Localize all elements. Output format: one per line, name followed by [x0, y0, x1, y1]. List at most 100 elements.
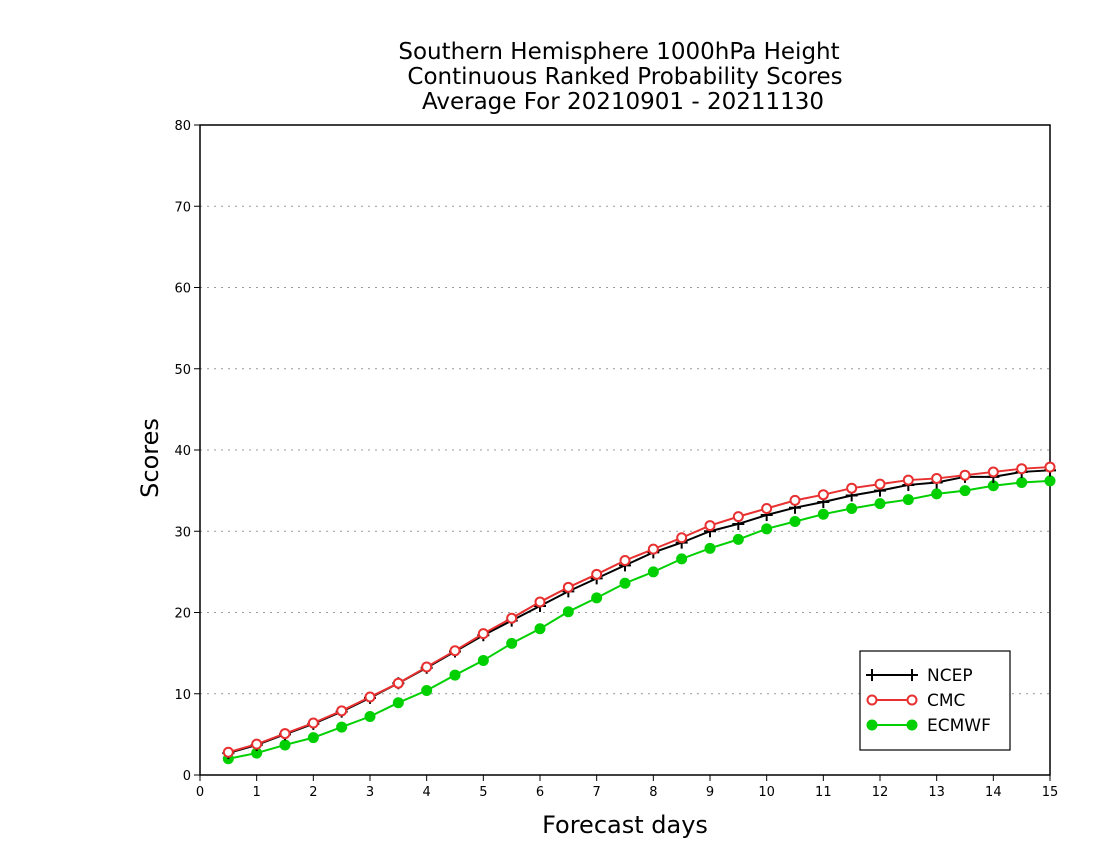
- series-ecmwf: [222, 475, 1056, 765]
- x-tick-label: 1: [253, 785, 261, 800]
- data-point: [1016, 477, 1028, 488]
- data-point: [817, 489, 829, 501]
- data-point: [562, 606, 574, 618]
- data-point: [647, 543, 659, 555]
- y-axis-title: Scores: [136, 418, 164, 498]
- data-point: [846, 503, 858, 514]
- data-point: [562, 581, 574, 593]
- data-point: [506, 612, 518, 624]
- data-point: [591, 592, 603, 604]
- data-point: [846, 482, 858, 494]
- x-tick-label: 9: [706, 785, 714, 800]
- x-tick-label: 3: [366, 785, 374, 800]
- y-tick-label: 0: [183, 769, 191, 784]
- x-tick-label: 7: [593, 785, 601, 800]
- data-point: [732, 511, 744, 523]
- y-tick-label: 10: [174, 688, 191, 703]
- data-point: [866, 669, 878, 681]
- data-point: [761, 523, 773, 535]
- data-point: [906, 719, 918, 731]
- data-point: [1044, 475, 1056, 487]
- x-axis-ticks: 0 1 2 3 4 5 6 7 8 9 10 11 12 13 14 15: [196, 775, 1058, 800]
- legend-entry-ecmwf: ECMWF: [866, 716, 991, 736]
- y-tick-label: 50: [174, 363, 191, 378]
- data-point: [931, 488, 943, 500]
- data-point: [534, 596, 546, 608]
- legend: NCEP CMC ECMWF: [859, 650, 1011, 751]
- data-point: [676, 553, 688, 565]
- data-point: [307, 717, 319, 729]
- y-tick-label: 30: [174, 525, 191, 540]
- data-point: [307, 732, 319, 744]
- data-point: [1044, 461, 1056, 473]
- legend-label: CMC: [927, 691, 965, 711]
- legend-entry-ncep: NCEP: [866, 666, 973, 686]
- chart-title: Southern Hemisphere 1000hPa Height Conti…: [398, 39, 842, 115]
- data-point: [251, 738, 263, 750]
- x-tick-label: 0: [196, 785, 204, 800]
- data-point: [676, 532, 688, 544]
- data-point: [336, 721, 348, 733]
- x-tick-label: 12: [872, 785, 889, 800]
- chart-title-line-1: Southern Hemisphere 1000hPa Height: [398, 39, 839, 65]
- chart-title-line-2: Continuous Ranked Probability Scores: [407, 64, 842, 90]
- y-tick-label: 40: [174, 444, 191, 459]
- data-point: [336, 705, 348, 717]
- x-tick-label: 13: [928, 785, 945, 800]
- data-point: [906, 669, 918, 681]
- data-point: [222, 746, 234, 758]
- data-point: [364, 691, 376, 703]
- x-tick-label: 6: [536, 785, 544, 800]
- data-point: [647, 566, 659, 578]
- data-point: [789, 516, 801, 527]
- data-point: [874, 498, 886, 510]
- data-point: [906, 694, 918, 706]
- data-point: [959, 485, 971, 497]
- data-point: [506, 637, 518, 649]
- legend-entry-cmc: CMC: [866, 691, 965, 711]
- data-point: [866, 719, 878, 731]
- data-series: [222, 461, 1056, 765]
- data-point: [364, 711, 376, 722]
- data-point: [704, 542, 716, 554]
- data-point: [1016, 463, 1028, 475]
- data-point: [477, 628, 489, 640]
- data-point: [421, 661, 433, 673]
- data-point: [534, 623, 546, 635]
- data-point: [279, 728, 291, 740]
- chart-title-line-3: Average For 20210901 - 20211130: [422, 89, 824, 115]
- data-point: [392, 677, 404, 689]
- data-point: [817, 508, 829, 520]
- y-tick-label: 70: [174, 200, 191, 215]
- gridlines: [200, 205, 1050, 695]
- data-point: [761, 503, 773, 514]
- x-tick-label: 10: [758, 785, 775, 800]
- data-point: [789, 494, 801, 506]
- data-point: [987, 466, 999, 478]
- y-tick-label: 60: [174, 282, 191, 297]
- legend-label: ECMWF: [927, 716, 991, 736]
- x-tick-label: 4: [423, 785, 431, 800]
- x-tick-label: 11: [815, 785, 832, 800]
- x-tick-label: 5: [479, 785, 487, 800]
- y-tick-label: 80: [174, 119, 191, 134]
- data-point: [704, 520, 716, 532]
- data-point: [279, 739, 291, 751]
- data-point: [392, 697, 404, 709]
- data-point: [421, 685, 433, 696]
- data-point: [591, 568, 603, 580]
- data-point: [902, 474, 914, 486]
- legend-label: NCEP: [927, 666, 973, 686]
- y-tick-label: 20: [174, 607, 191, 622]
- data-point: [732, 533, 744, 545]
- data-point: [449, 669, 461, 681]
- data-point: [866, 694, 878, 706]
- data-point: [931, 472, 943, 484]
- data-point: [902, 494, 914, 506]
- data-point: [619, 555, 631, 566]
- data-point: [477, 654, 489, 666]
- data-point: [619, 577, 631, 589]
- x-tick-label: 14: [985, 785, 1002, 800]
- x-tick-label: 2: [309, 785, 317, 800]
